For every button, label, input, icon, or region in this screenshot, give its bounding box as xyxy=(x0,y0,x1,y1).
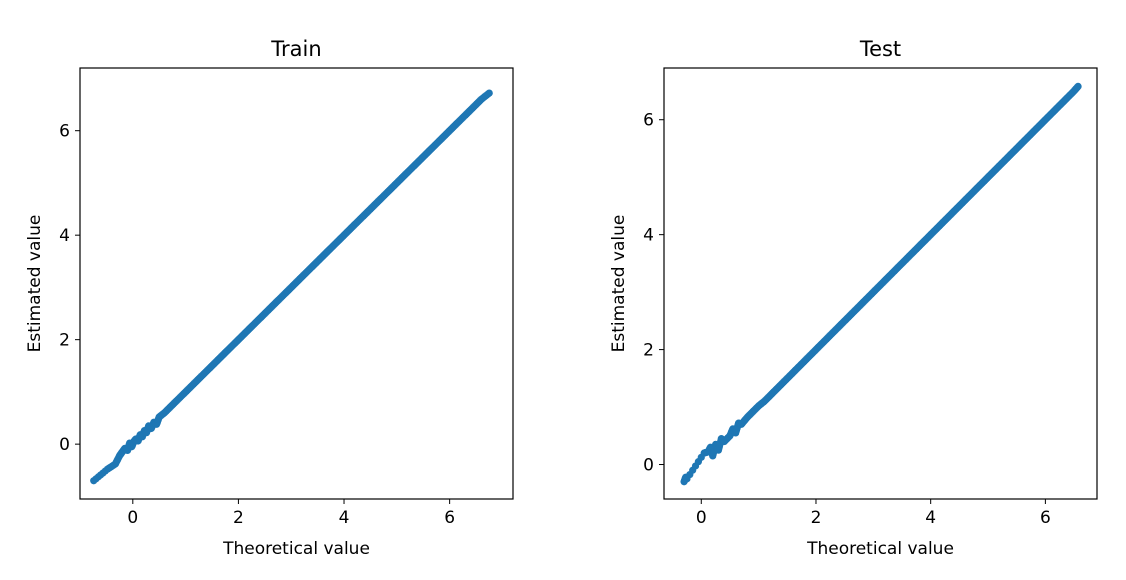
test-ytick-label: 2 xyxy=(643,341,654,361)
test-ticks: 0 2 4 6 0 2 4 6 xyxy=(643,111,1051,528)
train-ytick-label: 0 xyxy=(59,435,70,455)
test-xlabel: Theoretical value xyxy=(806,539,954,559)
train-plot: Train Theoretical value Estimated value … xyxy=(25,37,514,559)
train-ytick-label: 2 xyxy=(59,331,70,351)
train-xtick-label: 4 xyxy=(339,508,350,528)
train-ylabel: Estimated value xyxy=(25,215,45,353)
train-xlabel: Theoretical value xyxy=(222,539,370,559)
test-ytick-label: 0 xyxy=(643,456,654,476)
test-ylabel: Estimated value xyxy=(609,215,629,353)
train-axes-frame xyxy=(79,67,514,500)
test-ytick-label: 4 xyxy=(643,226,654,246)
train-xtick-label: 2 xyxy=(233,508,244,528)
train-xtick-label: 6 xyxy=(444,508,455,528)
train-ytick-label: 6 xyxy=(59,122,70,142)
test-xtick-label: 0 xyxy=(696,508,707,528)
test-xtick-label: 4 xyxy=(925,508,936,528)
train-data-point-fill xyxy=(484,90,492,98)
test-title: Test xyxy=(859,37,901,61)
test-plot: Test Theoretical value Estimated value 0… xyxy=(609,37,1098,559)
train-ytick-label: 4 xyxy=(59,226,70,246)
test-xtick-label: 6 xyxy=(1040,508,1051,528)
test-xtick-label: 2 xyxy=(811,508,822,528)
train-points xyxy=(90,89,493,485)
test-data-point-fill xyxy=(1073,83,1082,91)
train-xtick-label: 0 xyxy=(127,508,138,528)
train-title: Train xyxy=(270,37,321,61)
test-ytick-label: 6 xyxy=(643,111,654,131)
train-ticks: 0 2 4 6 0 2 4 6 xyxy=(59,122,455,528)
test-points xyxy=(680,82,1082,486)
test-axes-frame xyxy=(663,67,1098,500)
